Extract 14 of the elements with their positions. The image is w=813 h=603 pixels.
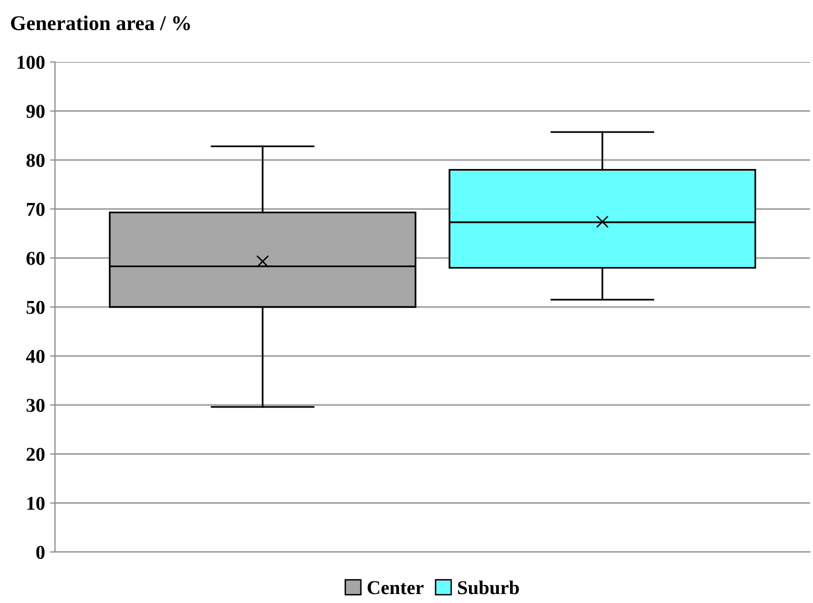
y-tick-label: 30 (26, 398, 45, 412)
y-tick-label: 80 (26, 154, 45, 167)
y-tick-label: 50 (26, 300, 45, 314)
y-tick-label: 10 (27, 496, 45, 510)
y-tick-label: 100 (18, 56, 45, 69)
y-tick-label: 60 (26, 252, 45, 265)
y-tick-label: 70 (26, 202, 45, 216)
legend-label: Center (368, 581, 424, 594)
y-axis-title: Generation area / % (11, 16, 190, 30)
y-tick-label: 40 (26, 350, 45, 363)
legend-label: Suburb (458, 580, 519, 594)
y-tick-label: 20 (26, 448, 45, 461)
y-tick-label: 90 (26, 104, 45, 118)
y-tick-label: 0 (36, 546, 45, 559)
